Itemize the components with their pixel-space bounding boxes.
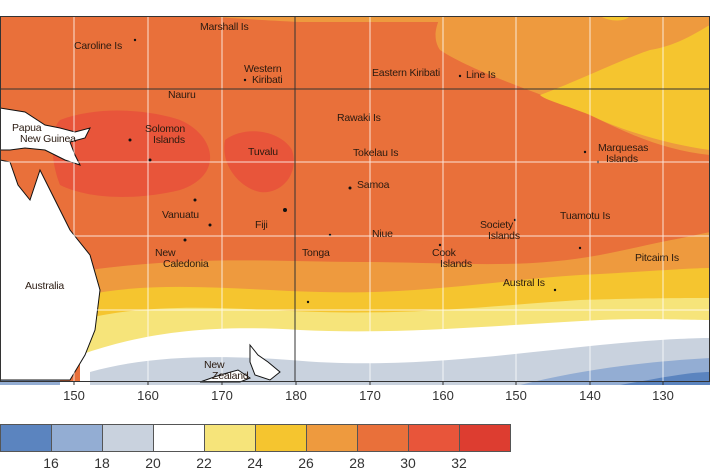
place-label: Rawaki Is [337,112,381,124]
place-label: Nauru [168,89,196,101]
island-dots [128,38,600,304]
place-label: Marshall Is [200,21,249,33]
longitude-tick-label: 160 [137,388,159,403]
papua-new-guinea-land [0,107,91,166]
band-18-20 [90,338,710,385]
place-label: Fiji [255,219,268,231]
australia-land [0,159,101,381]
place-label: Cook Islands [432,247,472,270]
place-label: Samoa [357,179,390,191]
colorbar-label: 16 [43,455,59,471]
place-label: Line Is [466,69,496,81]
longitude-tick-label: 170 [359,388,381,403]
band-24-26-top [540,25,710,150]
longitude-tick-label: 150 [505,388,527,403]
colorbar-label: 24 [247,455,263,471]
tick-marks [73,382,664,385]
band-24-26-corner [600,16,630,21]
longitude-tick-label: 160 [432,388,454,403]
colorbar-swatch [51,424,103,452]
colorbar-label: 22 [196,455,212,471]
place-label: Tonga [302,247,330,259]
place-label: Caroline Is [74,40,122,52]
place-label: New Zealand [204,359,249,382]
band-26-28-top-left [200,16,440,22]
longitude-tick-label: 130 [652,388,674,403]
colorbar-label: 20 [145,455,161,471]
colorbar-swatch [0,424,52,452]
place-label: Eastern Kiribati [372,67,440,79]
place-label: Tokelau Is [353,147,399,159]
colorbar-swatch [408,424,460,452]
place-label: Marquesas Islands [598,142,649,165]
place-label: Tuvalu [248,146,278,158]
place-label: New Caledonia [155,247,209,270]
colorbar-label: 30 [400,455,416,471]
colorbar-label: 28 [349,455,365,471]
place-label: Tuamotu Is [560,210,611,222]
longitude-tick-label: 150 [63,388,85,403]
place-label: Australia [25,280,65,292]
colorbar-swatch [459,424,511,452]
place-label: Pitcairn Is [635,252,679,264]
colorbar-swatch [102,424,154,452]
longitude-tick-label: 140 [579,388,601,403]
band-28-30-lobe [300,190,710,262]
colorbar-swatch [306,424,358,452]
longitude-tick-label: 180 [285,388,307,403]
place-label: Niue [372,228,393,240]
colorbar-swatch [153,424,205,452]
band-30-32-warmpool [52,110,211,197]
longitude-tick-label: 170 [211,388,233,403]
colorbar-swatch [255,424,307,452]
colorbar-label: 18 [94,455,110,471]
colorbar-swatch [357,424,409,452]
place-label: Austral Is [503,277,545,289]
graticule [0,16,710,382]
sea-surface-temperature-map [0,16,710,385]
colorbar-label: 32 [451,455,467,471]
colorbar-label: 26 [298,455,314,471]
place-label: Society Islands [480,219,520,242]
colorbar-swatch [204,424,256,452]
place-label: Papua New Guinea [12,122,76,145]
place-label: Western Kiribati [244,63,283,86]
place-label: Vanuatu [162,209,199,221]
place-label: Solomon Islands [145,123,186,146]
